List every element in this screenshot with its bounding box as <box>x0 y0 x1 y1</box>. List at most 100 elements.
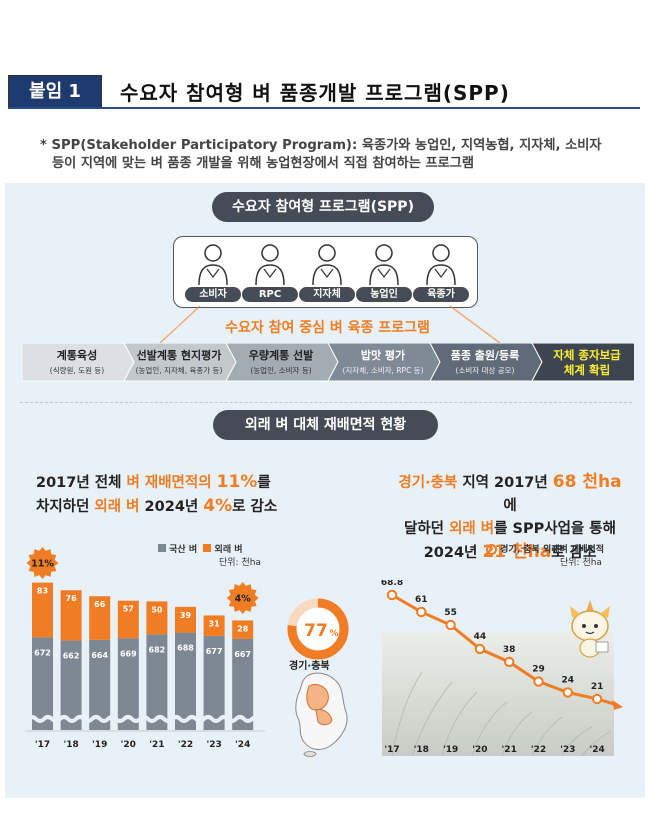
percent-badge-label: 11% <box>31 559 54 570</box>
korea-map-icon <box>295 672 348 757</box>
bar-label-foreign: 31 <box>209 619 221 628</box>
caption-highlight: 외래 벼 <box>94 499 140 515</box>
page-header: 붙임 1 수요자 참여형 벼 품종개발 프로그램(SPP) <box>8 75 640 109</box>
bar-domestic <box>203 635 225 730</box>
stakeholder-4: 농업인 <box>356 241 412 302</box>
caption-text: 2024년 <box>423 545 483 561</box>
caption-text: 를 <box>257 475 271 491</box>
x-tick-label: '22 <box>531 745 546 755</box>
stakeholder-2: RPC <box>242 241 298 302</box>
x-tick-label: '21 <box>502 745 517 755</box>
step-title: 체계 확립 <box>564 363 610 377</box>
line-legend: 경기, 충북 외래벼 재배면적 <box>486 542 604 555</box>
bar-label-foreign: 57 <box>123 605 134 614</box>
stakeholder-3: 지자체 <box>299 241 355 302</box>
caption-text: 에 <box>503 498 517 514</box>
step-subtitle: (식량원, 도원 등) <box>50 366 104 375</box>
farmer-icon <box>369 244 399 285</box>
point-label: 21 <box>591 682 604 692</box>
bar-foreign <box>60 590 82 641</box>
right-caption-line-3: 2024년 21 천ha로 감소 <box>395 541 625 565</box>
point-label: 61 <box>415 595 428 605</box>
bar-domestic <box>175 632 196 730</box>
x-tick-label: '19 <box>92 740 107 750</box>
caption-highlight: 68 천ha <box>552 472 622 492</box>
caption-text: 를 SPP사업을 통해 <box>494 521 616 537</box>
bar-label-domestic: 664 <box>91 651 108 660</box>
gauge-value: 77 <box>304 621 328 641</box>
step-title: 자체 종자보급 <box>553 348 621 362</box>
mascot-icon <box>570 600 610 658</box>
x-tick-label: '24 <box>235 740 250 750</box>
bar-label-domestic: 677 <box>206 647 223 656</box>
legend-label-foreign: 외래 벼 <box>214 545 243 555</box>
step-subtitle: (농업인, 소비자 등) <box>250 365 311 375</box>
step-title: 계통육성 <box>57 348 97 362</box>
title-underline <box>8 107 640 109</box>
x-tick-label: '22 <box>178 740 193 750</box>
line-point <box>474 643 486 655</box>
legend-label-domestic: 국산 벼 <box>169 545 198 555</box>
gauge-unit: % <box>329 629 338 639</box>
line-point <box>504 656 515 668</box>
point-label: 29 <box>532 665 545 675</box>
point-label: 55 <box>444 608 457 618</box>
bar-foreign <box>175 606 196 633</box>
bar-foreign <box>32 582 53 638</box>
caption-highlight: 외래 벼 <box>449 521 495 537</box>
step-title: 밥맛 평가 <box>361 348 405 362</box>
step-chevron <box>531 343 634 382</box>
bar-foreign <box>89 596 111 640</box>
right-caption-line-1: 경기·충북 지역 2017년 68 천ha 에 <box>395 471 625 518</box>
point-label: 24 <box>562 675 575 685</box>
axis-break <box>26 715 262 723</box>
legend-swatch-domestic <box>158 544 166 552</box>
spp-definition-note: * SPP(Stakeholder Participatory Program)… <box>40 137 630 173</box>
caption-text: 차지하던 <box>36 499 95 515</box>
caption-highlight: 경기·충북 <box>398 475 458 491</box>
step-title: 선발계통 현지평가 <box>137 348 222 362</box>
x-tick-label: '17 <box>35 740 50 750</box>
step-subtitle: (농업인, 지자체, 육종가 등) <box>136 365 223 375</box>
percent-gauge: 77 % <box>287 598 349 660</box>
caption-text: 2017년 전체 <box>36 475 127 491</box>
stakeholder-label: 육종가 <box>413 287 469 302</box>
line-chart: 68.8 '17 61 '18 55 '19 44 '20 38 '21 29 '22 24 '23 21 '… <box>381 580 624 755</box>
step-title: 우량계통 선발 <box>249 348 314 362</box>
line-arrowhead <box>612 699 624 710</box>
line-point <box>533 676 544 687</box>
legend-label-line: 경기, 충북 외래벼 재배면적 <box>500 545 605 555</box>
point-label: 68.8 <box>381 580 403 588</box>
bar-label-domestic: 672 <box>34 648 51 657</box>
line-point <box>562 687 574 698</box>
caption-highlight: 벼 재배면적의 <box>126 475 217 491</box>
official-icon <box>312 244 342 285</box>
percent-badge-label: 4% <box>235 594 252 605</box>
legend-marker <box>486 544 497 555</box>
x-tick-label: '20 <box>472 745 487 755</box>
stakeholder-label: 소비자 <box>185 287 241 302</box>
bar-domestic <box>89 639 111 730</box>
x-tick-label: '21 <box>149 740 164 750</box>
bar-label-domestic: 662 <box>63 651 80 660</box>
bar-domestic <box>60 640 82 730</box>
bar-label-foreign: 83 <box>37 587 48 596</box>
line-point <box>591 693 603 705</box>
line-point <box>416 606 427 618</box>
bar-chart: 672 83 '17 662 76 '18 664 66 '19 669 57 '20 682 50 '21… <box>25 547 265 750</box>
bar-foreign <box>232 620 254 639</box>
note-line-1: * SPP(Stakeholder Participatory Program)… <box>40 138 602 153</box>
bar-label-foreign: 66 <box>94 600 106 609</box>
bar-domestic <box>146 634 168 730</box>
caption-highlight: 4% <box>203 496 233 516</box>
bar-label-domestic: 669 <box>120 649 137 658</box>
foreign-section-title: 외래 벼 대체 재배면적 현황 <box>213 410 438 440</box>
note-line-2: 등이 지역에 맞는 벼 품종 개발을 위해 농업현장에서 직접 참여하는 프로그… <box>52 156 475 171</box>
bar-label-foreign: 28 <box>237 624 249 633</box>
right-caption-line-2: 달하던 외래 벼를 SPP사업을 통해 <box>395 518 625 541</box>
gauge-center <box>297 608 339 650</box>
section-divider <box>20 402 632 403</box>
program-label: 수요자 참여 중심 벼 육종 프로그램 <box>225 320 430 336</box>
gauge-region-label: 경기·충북 <box>289 661 330 672</box>
caption-highlight: 11% <box>216 472 258 492</box>
